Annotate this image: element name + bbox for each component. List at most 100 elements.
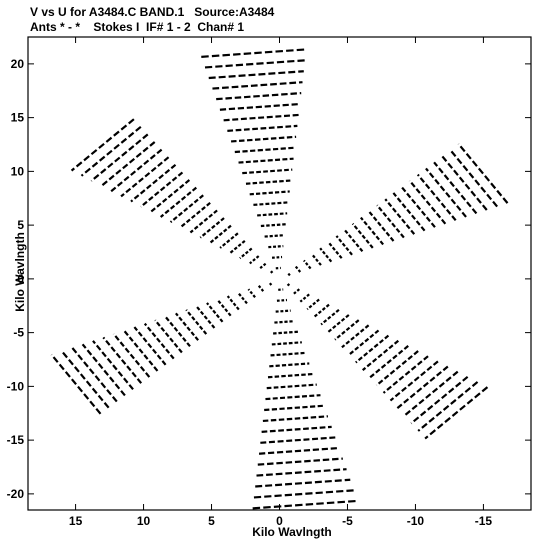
uv-track (273, 330, 299, 335)
uv-track (417, 381, 479, 432)
uv-track (258, 262, 267, 270)
uv-track (257, 285, 265, 292)
uv-track (268, 281, 273, 286)
uv-track (403, 370, 459, 417)
uv-track (362, 339, 400, 371)
uv-track (276, 298, 288, 302)
uv-track (227, 124, 298, 132)
uv-track (294, 265, 302, 273)
uv-track (327, 314, 350, 333)
uv-track (261, 425, 332, 433)
uv-track (382, 355, 429, 394)
uv-track (252, 499, 358, 510)
uv-track (275, 309, 291, 313)
x-tick-label: 15 (69, 514, 83, 528)
uv-track (368, 345, 409, 379)
uv-track (242, 168, 293, 175)
uv-track (327, 241, 343, 259)
y-tick-label: 15 (11, 111, 25, 125)
uv-track (271, 341, 302, 346)
y-tick-label: -10 (7, 379, 25, 393)
uv-track (396, 365, 449, 409)
x-tick-label: -5 (342, 514, 353, 528)
uv-track (269, 362, 310, 368)
uv-track (208, 70, 304, 80)
uv-track (286, 272, 291, 277)
x-tick-label: -10 (407, 514, 425, 528)
y-tick-label: 20 (11, 57, 25, 71)
uv-track (110, 148, 163, 193)
uv-track (266, 383, 317, 390)
x-tick-label: 5 (208, 514, 215, 528)
tick-labels: 15 10 5 0 -5 -10 -15 20 15 10 5 0 -5 -10 -15 -20 (7, 57, 493, 528)
uv-track (265, 394, 321, 401)
uv-track (130, 163, 177, 203)
uv-track (201, 48, 307, 58)
uv-track (375, 350, 419, 387)
uv-track (389, 360, 439, 402)
uv-track (133, 326, 167, 366)
uv-track (179, 201, 211, 229)
uv-track (457, 143, 509, 204)
x-tick-label: 0 (276, 514, 283, 528)
uv-track (270, 351, 306, 357)
uv-track (268, 244, 284, 249)
uv-track (206, 302, 224, 323)
uv-track (320, 308, 340, 326)
uv-track (311, 253, 322, 266)
uv-track (249, 190, 290, 196)
x-axis-title: Kilo Wavlngth (252, 525, 332, 539)
uv-track (392, 192, 426, 232)
uv-track (90, 133, 149, 182)
uv-track (303, 259, 312, 270)
uv-track (410, 375, 469, 425)
uv-track (299, 293, 310, 303)
uv-track (92, 340, 134, 391)
uv-track (441, 155, 488, 211)
axis-ticks (28, 37, 531, 510)
uv-track (313, 303, 330, 318)
uv-track (292, 288, 301, 295)
y-tick-label: 10 (11, 164, 25, 178)
uv-track (219, 232, 239, 249)
uv-track (255, 478, 351, 488)
y-tick-label: 0 (17, 272, 24, 286)
uv-track (216, 298, 232, 317)
uv-track (348, 329, 380, 356)
uv-track (360, 216, 384, 246)
uv-track (449, 149, 498, 208)
uv-track (175, 312, 199, 341)
uv-track (169, 194, 204, 224)
uv-track (199, 217, 225, 239)
uv-track (274, 320, 295, 324)
uv-track (226, 295, 240, 311)
uv-track (256, 468, 347, 477)
uv-track (424, 386, 489, 440)
uv-track (164, 316, 191, 348)
uv-track (120, 156, 170, 198)
uv-track (229, 240, 246, 254)
y-tick-label: -15 (7, 433, 25, 447)
uv-track (253, 489, 355, 499)
uv-track (195, 305, 216, 329)
uv-track (239, 247, 253, 260)
uv-track (368, 210, 395, 242)
chart-title-line-2: Ants * - * Stokes I IF# 1 - 2 Chan# 1 (30, 20, 245, 34)
y-tick-label: -5 (13, 326, 24, 340)
uv-track (262, 415, 329, 423)
uv-track (264, 404, 325, 412)
uv-track (189, 209, 218, 234)
uv-track (341, 324, 370, 349)
uv-track (61, 350, 110, 409)
uv-track (343, 229, 364, 253)
y-tick-label: 5 (17, 218, 24, 232)
uv-track (260, 223, 286, 228)
uv-track (223, 113, 299, 122)
uv-track (267, 372, 314, 379)
uv-track (258, 446, 340, 455)
uv-track (384, 198, 416, 235)
uv-track (209, 224, 232, 244)
uv-track (433, 161, 478, 215)
uv-track (185, 309, 208, 335)
